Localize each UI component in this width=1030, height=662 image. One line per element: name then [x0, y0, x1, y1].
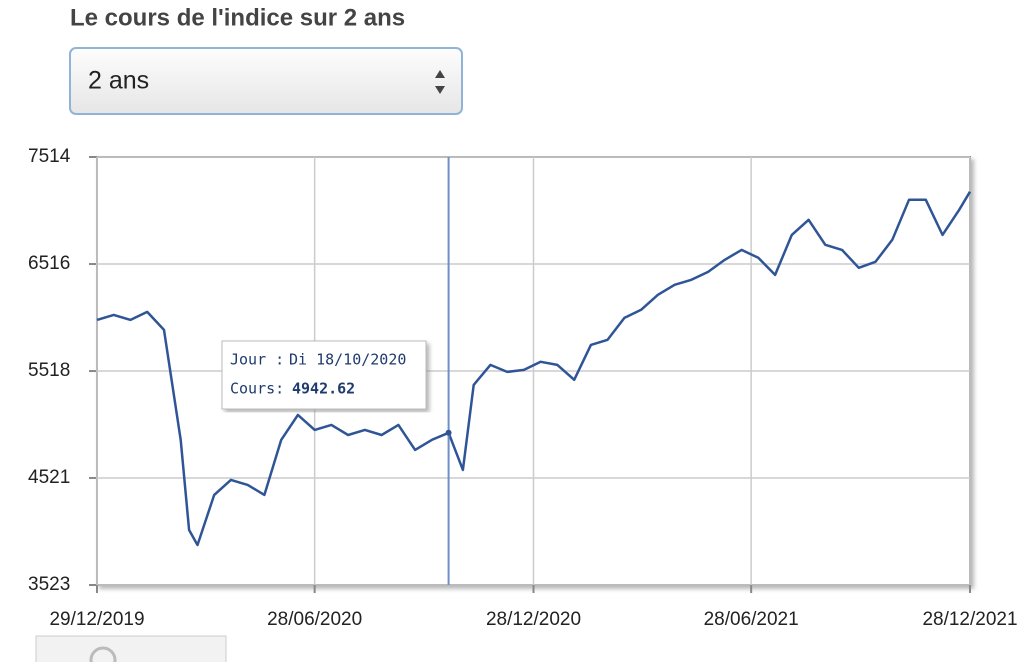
x-tick-label: 28/06/2020 — [267, 609, 362, 630]
y-tick-label: 5518 — [28, 360, 70, 381]
x-tick-label: 28/12/2021 — [922, 609, 1017, 630]
tooltip-day: Di 18/10/2020 — [289, 351, 406, 369]
price-line — [96, 191, 972, 547]
tooltip-point — [445, 429, 452, 436]
select-value: 2 ans — [88, 67, 149, 95]
tooltip-day-label: Jour : — [230, 351, 284, 369]
zoom-button[interactable] — [35, 635, 227, 662]
x-tick-label: 29/12/2019 — [49, 609, 144, 630]
zoom-icon — [89, 646, 117, 662]
y-tick-label: 4521 — [28, 467, 70, 488]
period-select[interactable] — [69, 47, 463, 115]
y-tick-label: 7514 — [28, 146, 71, 167]
select-arrows — [435, 70, 445, 94]
x-tick-label: 28/12/2020 — [486, 609, 581, 630]
y-tick-label: 6516 — [28, 253, 70, 274]
y-tick-label: 3523 — [28, 574, 70, 595]
tooltip-value: 4942.62 — [292, 380, 355, 398]
tooltip-box — [221, 340, 427, 410]
page-title: Le cours de l'indice sur 2 ans — [70, 4, 405, 31]
chart: 3523 4521 5518 6516 7514 29/12/2019 28/06/2020… — [28, 146, 1018, 630]
tooltip-value-label: Cours: — [230, 380, 284, 398]
x-tick-label: 28/06/2021 — [704, 609, 799, 630]
